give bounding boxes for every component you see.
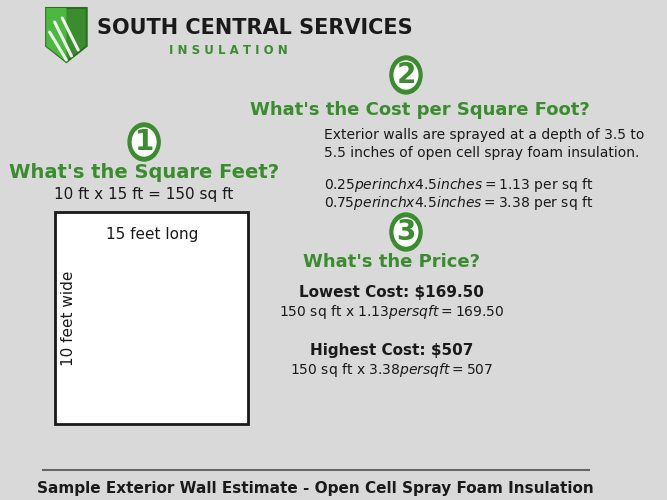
Text: 150 sq ft x $3.38 per sq ft = $507: 150 sq ft x $3.38 per sq ft = $507: [290, 361, 494, 379]
Polygon shape: [46, 8, 67, 62]
Text: What's the Cost per Square Foot?: What's the Cost per Square Foot?: [249, 101, 589, 119]
Text: 10 ft x 15 ft = 150 sq ft: 10 ft x 15 ft = 150 sq ft: [55, 186, 233, 202]
Text: 15 feet long: 15 feet long: [105, 226, 198, 242]
Text: 2: 2: [396, 61, 416, 89]
FancyBboxPatch shape: [55, 212, 248, 424]
Text: 1: 1: [135, 128, 154, 156]
Text: 10 feet wide: 10 feet wide: [61, 270, 75, 366]
Circle shape: [128, 123, 160, 161]
Text: Exterior walls are sprayed at a depth of 3.5 to: Exterior walls are sprayed at a depth of…: [324, 128, 644, 142]
Text: SOUTH CENTRAL SERVICES: SOUTH CENTRAL SERVICES: [97, 18, 412, 38]
Text: Sample Exterior Wall Estimate - Open Cell Spray Foam Insulation: Sample Exterior Wall Estimate - Open Cel…: [37, 480, 594, 496]
Circle shape: [394, 218, 418, 246]
Text: $0.25 per inch x 4.5 inches = $1.13 per sq ft: $0.25 per inch x 4.5 inches = $1.13 per …: [324, 176, 594, 194]
Text: What's the Price?: What's the Price?: [303, 253, 480, 271]
Text: 5.5 inches of open cell spray foam insulation.: 5.5 inches of open cell spray foam insul…: [324, 146, 640, 160]
Text: What's the Square Feet?: What's the Square Feet?: [9, 162, 279, 182]
Text: $0.75 per inch x 4.5 inches = $3.38 per sq ft: $0.75 per inch x 4.5 inches = $3.38 per …: [324, 194, 593, 212]
Text: I N S U L A T I O N: I N S U L A T I O N: [169, 44, 288, 57]
Text: 150 sq ft x $1.13 per sq ft = $169.50: 150 sq ft x $1.13 per sq ft = $169.50: [279, 303, 504, 321]
Circle shape: [132, 128, 156, 156]
Circle shape: [390, 56, 422, 94]
Text: Lowest Cost: $169.50: Lowest Cost: $169.50: [299, 284, 484, 300]
Text: 3: 3: [396, 218, 416, 246]
Circle shape: [390, 213, 422, 251]
Text: Highest Cost: $507: Highest Cost: $507: [310, 342, 474, 357]
Circle shape: [394, 61, 418, 89]
Polygon shape: [46, 8, 87, 62]
